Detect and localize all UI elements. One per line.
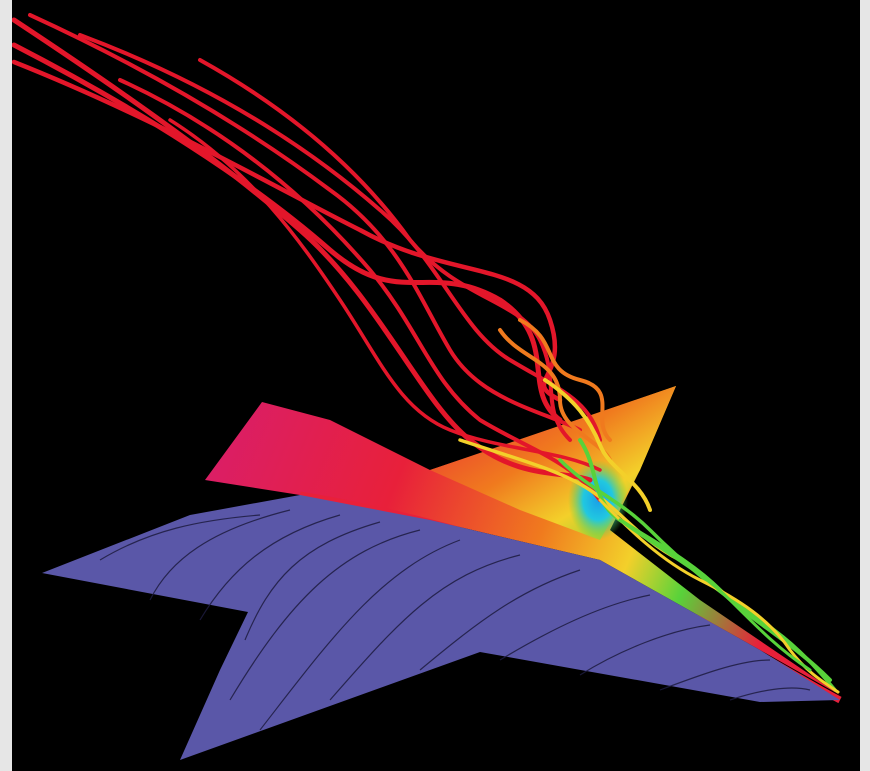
upper-surface — [205, 386, 840, 695]
render-viewport — [12, 0, 860, 771]
flow-render — [12, 13, 842, 760]
surface-streamlines — [99, 509, 811, 731]
flow-streamlines — [12, 13, 840, 694]
lower-surface — [42, 495, 840, 760]
